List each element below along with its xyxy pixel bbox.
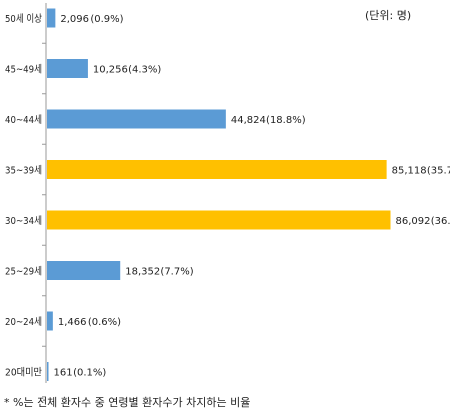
value-label: 85,118	[392, 166, 427, 177]
percent-label: (18.8%)	[266, 115, 306, 126]
value-label: 10,256	[93, 65, 128, 76]
value-label: 86,092	[396, 216, 431, 227]
category-label: 20~24세	[5, 316, 42, 328]
percent-label: (35.7%)	[427, 166, 450, 177]
bar	[47, 311, 53, 331]
bar	[47, 59, 88, 78]
percent-label: (4.3%)	[128, 65, 161, 76]
value-label: 1,466	[58, 317, 87, 328]
unit-label: (단위: 명)	[365, 9, 412, 22]
bar	[47, 210, 391, 230]
value-label: 18,352	[125, 267, 160, 278]
category-label: 20대미만	[5, 367, 42, 379]
category-label: 50세 이상	[5, 13, 42, 25]
bar	[47, 8, 56, 28]
category-label: 35~39세	[5, 165, 42, 177]
value-label: 161	[54, 368, 73, 379]
bar	[47, 160, 387, 179]
category-label: 45~49세	[5, 64, 42, 76]
percent-label: (7.7%)	[160, 267, 193, 278]
category-label: 40~44세	[5, 114, 42, 126]
value-label: 2,096	[60, 14, 89, 25]
percent-label: (36.1%)	[431, 216, 450, 227]
bar	[47, 261, 121, 280]
percent-label: (0.6%)	[88, 317, 121, 328]
value-label: 44,824	[231, 115, 266, 126]
footnote: * %는 전체 환자수 중 연령별 환자수가 차지하는 비율	[4, 396, 251, 409]
category-label: 25~29세	[5, 266, 42, 278]
percent-label: (0.1%)	[73, 368, 106, 379]
percent-label: (0.9%)	[90, 14, 123, 25]
category-label: 30~34세	[5, 215, 42, 227]
bar	[47, 109, 226, 129]
bar	[47, 362, 49, 381]
